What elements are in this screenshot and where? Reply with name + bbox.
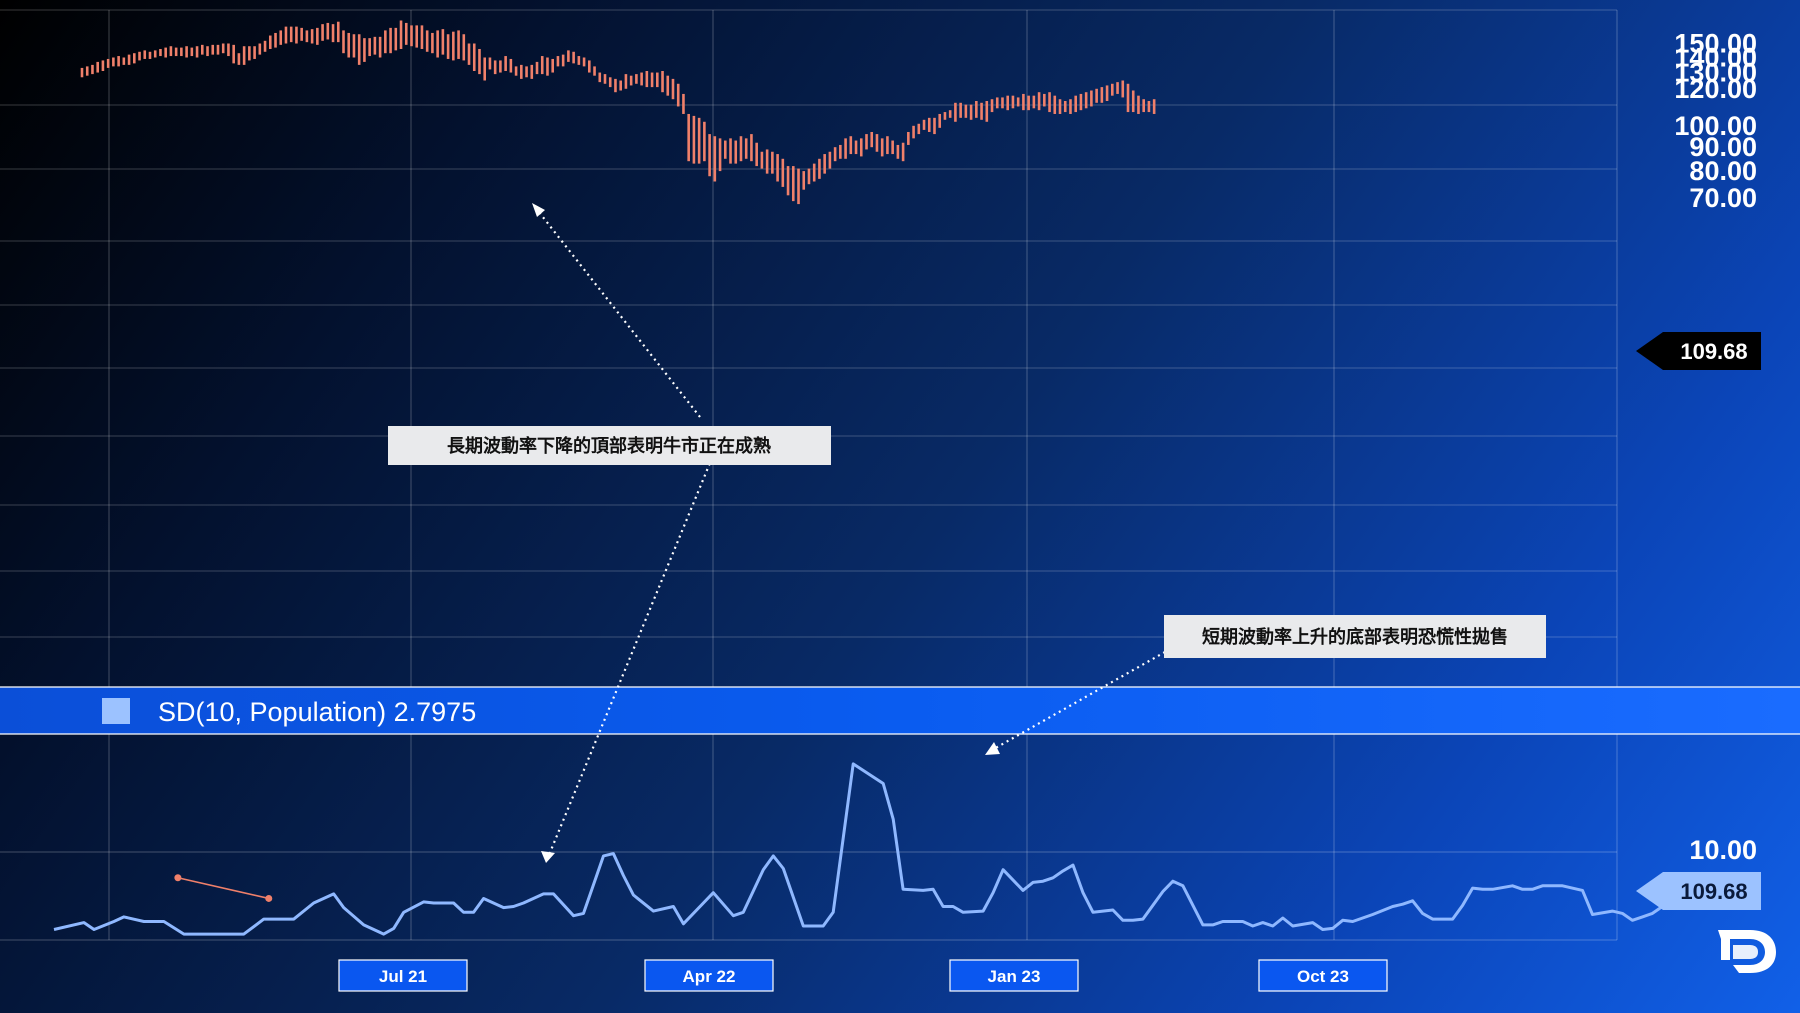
annotation-text: 長期波動率下降的頂部表明牛市正在成熟	[447, 435, 771, 457]
time-tick-label: Oct 23	[1297, 967, 1349, 986]
trendline	[177, 876, 269, 900]
indicator-band	[0, 687, 1800, 734]
price-tick-label: 100.00	[1674, 111, 1757, 141]
price-tick-label: 80.00	[1689, 156, 1757, 186]
sd-last-value-tag: 109.68	[1636, 872, 1761, 910]
time-tick-box	[644, 959, 774, 992]
price-tick-label: 140.00	[1674, 42, 1757, 72]
logo-mark	[1718, 930, 1776, 973]
arrow-head-sd-low	[541, 851, 555, 863]
price-tick-label: 120.00	[1674, 74, 1757, 104]
arrow-to-top-line	[534, 206, 701, 418]
time-tick-label: Apr 22	[683, 967, 736, 986]
price-tick-label: 130.00	[1674, 58, 1757, 88]
trendline-start-point	[174, 874, 182, 882]
annotation-arrows	[532, 203, 1166, 863]
price-tag-shape	[1636, 332, 1761, 370]
annotation-text: 短期波動率上升的底部表明恐慌性拋售	[1202, 626, 1508, 648]
indicator-header: SD(10, Population) 2.7975	[0, 686, 1800, 735]
arrow-head-sd-spike	[985, 742, 1000, 755]
time-tick-box	[1258, 959, 1388, 992]
annotation-box	[1164, 615, 1546, 658]
arrow-head-top	[532, 203, 545, 217]
time-tick-box	[949, 959, 1079, 992]
sd-tag-label: 109.68	[1680, 879, 1747, 904]
trendline-end-point	[265, 894, 273, 902]
grid-lines	[0, 9, 1618, 940]
sd-tick-label: 10.00	[1689, 835, 1757, 865]
indicator-grid	[0, 851, 1617, 941]
time-axis: Jul 21 Apr 22 Jan 23 Oct 23	[338, 959, 1388, 992]
arrow-to-sd-low-line	[547, 457, 714, 856]
price-tick-label: 70.00	[1689, 183, 1757, 213]
time-tick-label: Jan 23	[988, 967, 1041, 986]
time-tick-label: Jul 21	[379, 967, 427, 986]
price-last-value-tag: 109.68	[1636, 332, 1761, 370]
annotation-long-term: 長期波動率下降的頂部表明牛市正在成熟	[388, 426, 831, 465]
legend-swatch	[102, 698, 130, 724]
price-tick-label: 90.00	[1689, 132, 1757, 162]
indicator-axis: 10.00	[1689, 835, 1757, 865]
price-tag-label: 109.68	[1680, 339, 1747, 364]
price-tick-label: 150.00	[1674, 28, 1757, 58]
indicator-title: SD(10, Population) 2.7975	[158, 697, 476, 727]
annotation-box	[388, 426, 831, 465]
time-tick-box	[338, 959, 468, 992]
pepperstone-logo-icon	[1718, 930, 1776, 973]
price-bars	[80, 20, 1156, 205]
annotation-short-term: 短期波動率上升的底部表明恐慌性拋售	[1164, 615, 1546, 658]
sd-tag-shape	[1636, 872, 1761, 910]
sd-line	[53, 762, 1664, 936]
logo-inner	[1733, 945, 1758, 959]
